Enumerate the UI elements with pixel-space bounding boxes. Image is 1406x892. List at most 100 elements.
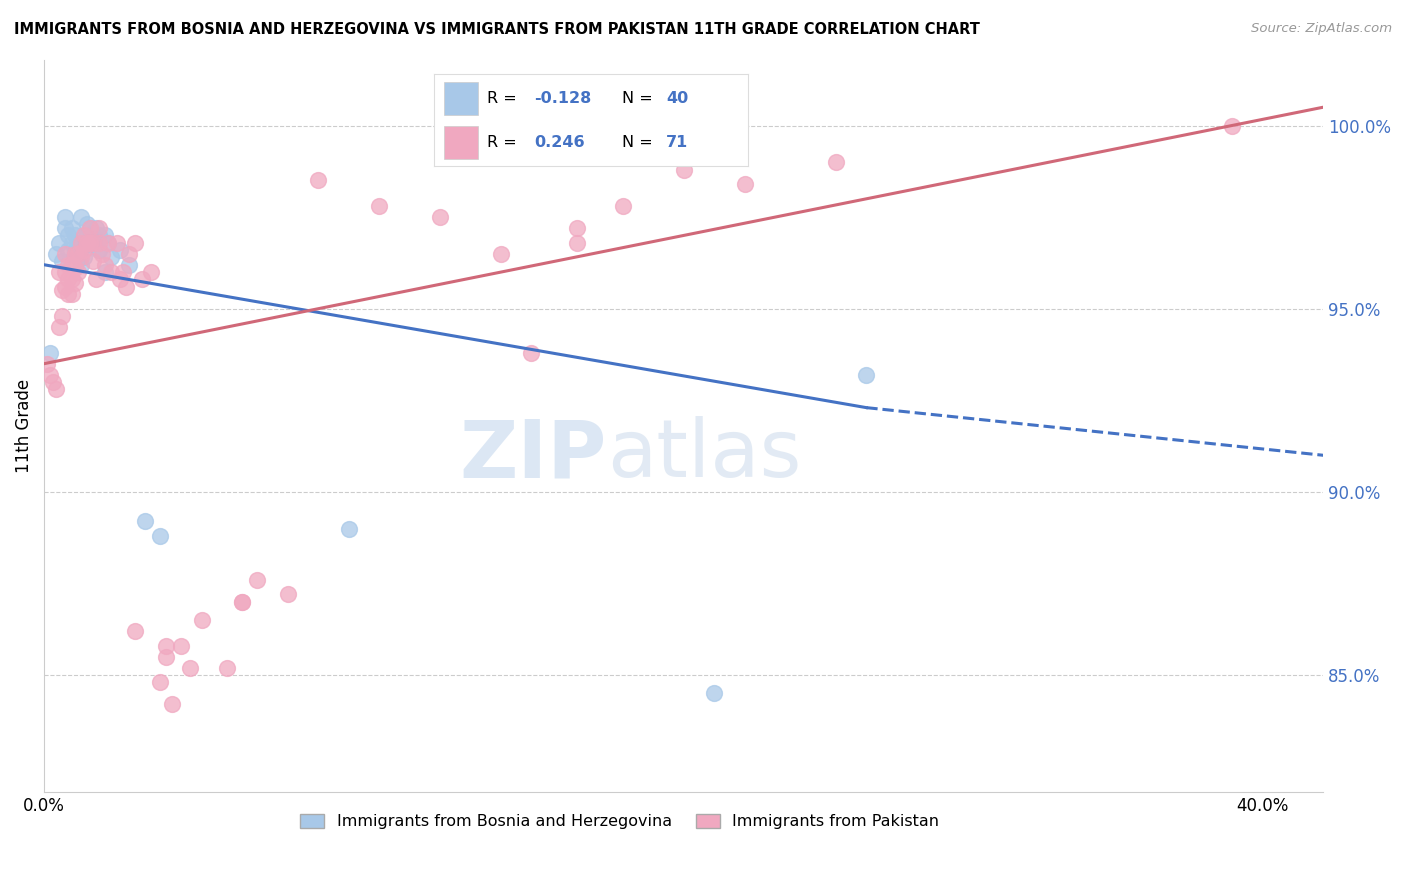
- Y-axis label: 11th Grade: 11th Grade: [15, 379, 32, 473]
- Point: [307, 173, 329, 187]
- Point: [79, 221, 101, 235]
- Point: [39, 345, 62, 359]
- Point: [703, 686, 725, 700]
- Point: [170, 639, 193, 653]
- Point: [58, 272, 80, 286]
- Point: [215, 661, 238, 675]
- Point: [82, 228, 104, 243]
- Point: [73, 228, 96, 243]
- Point: [60, 272, 83, 286]
- Point: [51, 284, 73, 298]
- Point: [97, 235, 120, 250]
- Point: [79, 235, 101, 250]
- Point: [73, 235, 96, 250]
- Point: [73, 243, 96, 257]
- Point: [48, 235, 70, 250]
- Point: [87, 228, 110, 243]
- Text: Source: ZipAtlas.com: Source: ZipAtlas.com: [1251, 22, 1392, 36]
- Text: ZIP: ZIP: [460, 417, 607, 494]
- Point: [58, 243, 80, 257]
- Point: [124, 235, 146, 250]
- Point: [42, 375, 65, 389]
- Point: [149, 675, 172, 690]
- Point: [100, 251, 122, 265]
- Point: [110, 272, 132, 286]
- Point: [112, 265, 135, 279]
- Point: [63, 261, 86, 276]
- Point: [179, 661, 201, 675]
- Point: [76, 218, 98, 232]
- Point: [63, 246, 86, 260]
- Point: [97, 235, 120, 250]
- Point: [368, 199, 391, 213]
- Point: [489, 246, 512, 260]
- Point: [84, 272, 107, 286]
- Point: [82, 254, 104, 268]
- Point: [105, 235, 128, 250]
- Point: [66, 235, 89, 250]
- Point: [734, 177, 756, 191]
- Point: [277, 587, 299, 601]
- Point: [66, 265, 89, 279]
- Point: [672, 162, 695, 177]
- Point: [60, 221, 83, 235]
- Point: [87, 243, 110, 257]
- Point: [191, 613, 214, 627]
- Point: [110, 243, 132, 257]
- Point: [66, 251, 89, 265]
- Point: [51, 254, 73, 268]
- Point: [58, 258, 80, 272]
- Point: [55, 246, 77, 260]
- Point: [60, 235, 83, 250]
- Point: [87, 235, 110, 250]
- Point: [63, 228, 86, 243]
- Point: [63, 276, 86, 290]
- Point: [37, 357, 59, 371]
- Point: [115, 279, 138, 293]
- Point: [565, 221, 588, 235]
- Point: [58, 287, 80, 301]
- Point: [48, 320, 70, 334]
- Point: [55, 210, 77, 224]
- Point: [155, 639, 177, 653]
- Point: [55, 279, 77, 293]
- Point: [69, 243, 91, 257]
- Point: [79, 235, 101, 250]
- Point: [139, 265, 162, 279]
- Point: [91, 246, 114, 260]
- Point: [118, 246, 141, 260]
- Point: [45, 382, 67, 396]
- Point: [69, 258, 91, 272]
- Point: [612, 199, 634, 213]
- Point: [58, 228, 80, 243]
- Point: [45, 246, 67, 260]
- Point: [94, 258, 117, 272]
- Point: [69, 210, 91, 224]
- Point: [55, 265, 77, 279]
- Legend: Immigrants from Bosnia and Herzegovina, Immigrants from Pakistan: Immigrants from Bosnia and Herzegovina, …: [294, 807, 946, 836]
- Point: [825, 155, 848, 169]
- Point: [94, 265, 117, 279]
- Point: [79, 221, 101, 235]
- Point: [520, 345, 543, 359]
- Text: atlas: atlas: [607, 417, 801, 494]
- Point: [155, 649, 177, 664]
- Point: [1220, 119, 1243, 133]
- Point: [149, 529, 172, 543]
- Point: [118, 258, 141, 272]
- Point: [565, 235, 588, 250]
- Point: [76, 228, 98, 243]
- Point: [160, 698, 183, 712]
- Point: [94, 228, 117, 243]
- Point: [87, 243, 110, 257]
- Text: IMMIGRANTS FROM BOSNIA AND HERZEGOVINA VS IMMIGRANTS FROM PAKISTAN 11TH GRADE CO: IMMIGRANTS FROM BOSNIA AND HERZEGOVINA V…: [14, 22, 980, 37]
- Point: [134, 514, 156, 528]
- Point: [73, 251, 96, 265]
- Point: [66, 246, 89, 260]
- Point: [55, 221, 77, 235]
- Point: [246, 573, 269, 587]
- Point: [60, 258, 83, 272]
- Point: [60, 287, 83, 301]
- Point: [69, 235, 91, 250]
- Point: [82, 235, 104, 250]
